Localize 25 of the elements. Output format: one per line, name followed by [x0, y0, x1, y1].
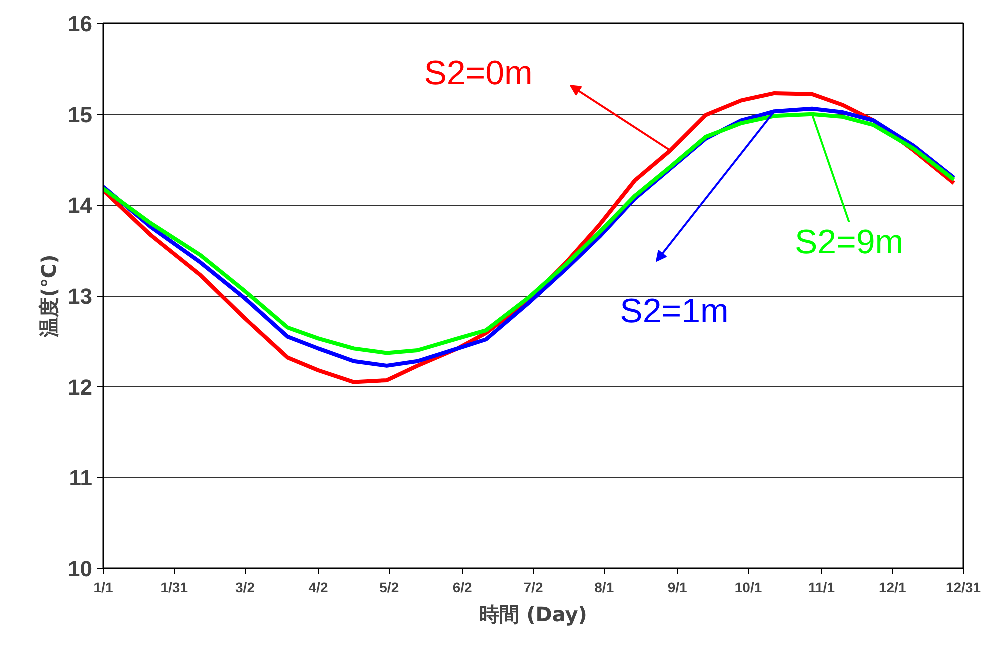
y-tick-label: 12	[68, 374, 93, 400]
x-tick-label: 7/2	[524, 580, 544, 596]
x-tick-label: 12/31	[946, 580, 982, 596]
x-tick-label: 3/2	[236, 580, 256, 596]
y-tick-label: 10	[68, 556, 93, 582]
series-label: S2=1m	[620, 292, 729, 331]
y-tick-label: 11	[69, 466, 93, 491]
x-tick-label: 8/1	[594, 580, 614, 596]
x-tick-label: 5/2	[380, 580, 400, 596]
legend-label: S2=0m	[424, 54, 533, 93]
x-tick-label: 12/1	[878, 580, 906, 596]
y-tick-label: 15	[68, 102, 93, 128]
y-tick-label: 13	[68, 284, 93, 309]
series-label: S2=9m	[794, 223, 904, 262]
y-axis-title: 温度(℃)	[37, 254, 62, 338]
x-tick-label: 6/2	[452, 580, 473, 596]
y-tick-label: 16	[68, 12, 93, 36]
x-axis-title: 時間 (Day)	[480, 602, 588, 626]
x-tick-label: 10/1	[734, 580, 762, 596]
y-tick-label: 14	[68, 193, 94, 218]
x-tick-label: 9/1	[668, 580, 688, 596]
x-tick-label: 1/1	[94, 580, 114, 596]
x-tick-label: 11/1	[808, 580, 836, 596]
x-tick-label: 4/2	[308, 580, 328, 596]
x-tick-label: 1/31	[160, 580, 188, 596]
